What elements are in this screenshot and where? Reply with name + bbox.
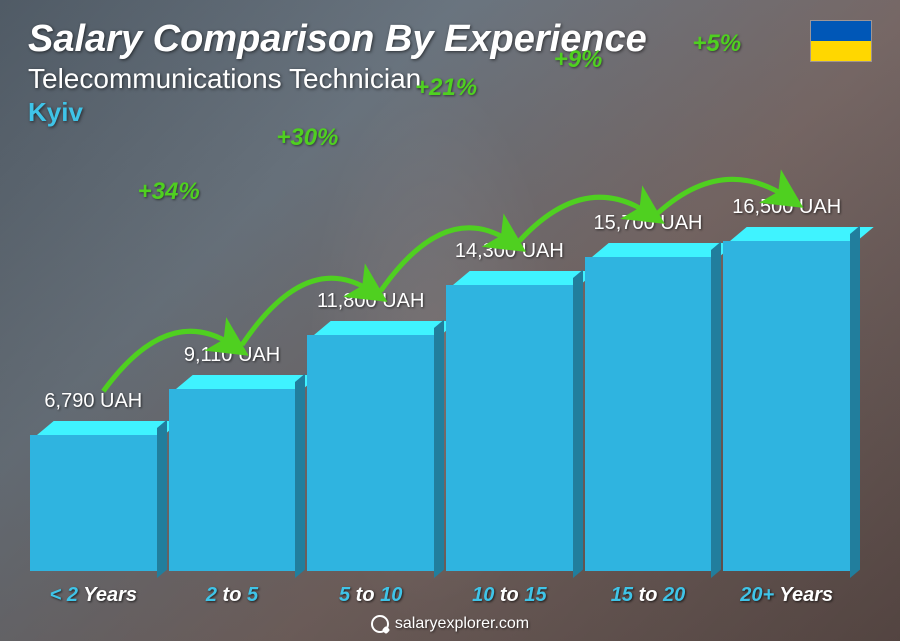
bar <box>585 243 712 571</box>
bar-value-label: 11,800 UAH <box>317 290 424 313</box>
increment-label: +30% <box>276 124 338 279</box>
bar-value-label: 16,500 UAH <box>732 196 841 219</box>
x-axis-label: 20+ Years <box>723 584 850 607</box>
bar <box>307 321 434 571</box>
bar-slot: 16,500 UAH <box>723 196 850 571</box>
flag-icon <box>810 20 872 62</box>
flag-top <box>811 21 871 41</box>
x-axis-label: 15 to 20 <box>585 584 712 607</box>
increment-label: +21% <box>415 74 477 229</box>
bar-value-label: 6,790 UAH <box>44 390 142 413</box>
bar-slot: 9,110 UAH <box>169 344 296 571</box>
bar <box>169 375 296 571</box>
bar-slot: 6,790 UAH <box>30 390 157 571</box>
increment-label: +34% <box>138 178 200 333</box>
x-axis-label: 10 to 15 <box>446 584 573 607</box>
x-axis-labels: < 2 Years 2 to 5 5 to 10 10 to 15 15 to 20 20… <box>30 584 850 607</box>
bar-slot: 14,300 UAH <box>446 240 573 571</box>
bar-value-label: 14,300 UAH <box>455 240 564 263</box>
increment-label: +5% <box>692 30 741 185</box>
x-axis-label: < 2 Years <box>30 584 157 607</box>
flag-bottom <box>811 41 871 61</box>
site-name: salaryexplorer.com <box>395 615 529 633</box>
increment-label: +9% <box>554 46 603 201</box>
bar-slot: 15,700 UAH <box>585 212 712 571</box>
search-icon <box>371 615 389 633</box>
footer: salaryexplorer.com <box>0 615 900 633</box>
bar <box>30 421 157 571</box>
bar <box>723 227 850 571</box>
bar-slot: 11,800 UAH <box>307 290 434 571</box>
x-axis-label: 5 to 10 <box>307 584 434 607</box>
x-axis-label: 2 to 5 <box>169 584 296 607</box>
bar <box>446 271 573 571</box>
bar-value-label: 15,700 UAH <box>594 212 703 235</box>
bar-value-label: 9,110 UAH <box>184 344 280 367</box>
